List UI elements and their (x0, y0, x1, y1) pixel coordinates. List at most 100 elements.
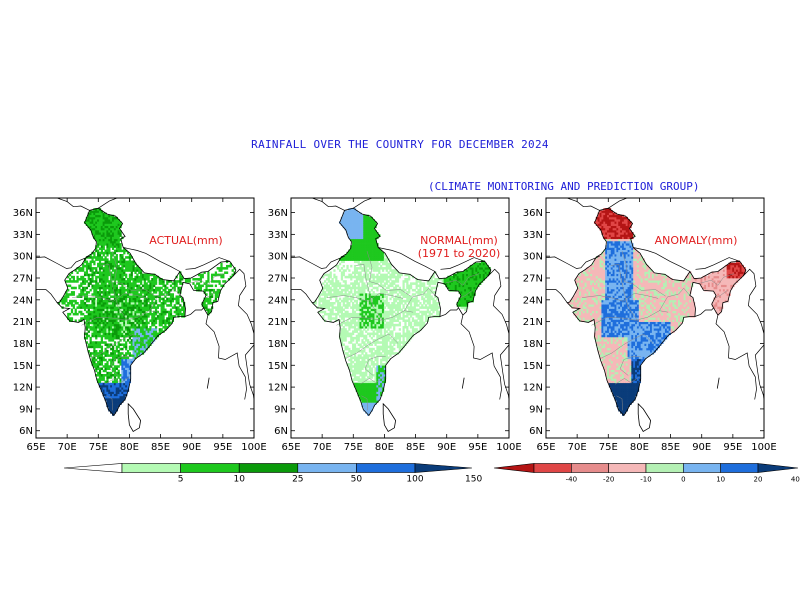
legend-label: 20 (754, 476, 763, 484)
lat-tick-label: 27N (13, 274, 33, 285)
lat-tick-label: 24N (523, 295, 543, 306)
neighbour-border (36, 255, 90, 269)
state-boundary (601, 333, 654, 359)
neighbour-border (546, 289, 568, 303)
legend-label: 5 (178, 475, 184, 485)
lon-tick-label: 80E (375, 442, 394, 453)
panel-label: ANOMALY(mm) (655, 234, 738, 247)
figure-subtitle: (CLIMATE MONITORING AND PREDICTION GROUP… (428, 180, 700, 193)
lon-tick-label: 90E (437, 442, 456, 453)
lat-tick-label: 21N (13, 317, 33, 328)
neighbour-border (440, 257, 485, 270)
panel-frame (35, 197, 255, 439)
neighbour-border (57, 198, 90, 211)
lon-tick-label: 80E (120, 442, 139, 453)
lon-tick-label: 100E (241, 442, 266, 453)
map-panel-anomaly: 36N 33N 30N 27N 24N 21N 18N 15N 12N 9N 6N 65E 70E 75E… (523, 197, 777, 453)
neighbour-border (184, 307, 204, 317)
lon-tick-label: 100E (496, 442, 521, 453)
lon-tick-label: 70E (568, 442, 587, 453)
state-boundary (364, 356, 386, 376)
andaman-islands (461, 377, 465, 389)
lat-tick-label: 12N (268, 383, 288, 394)
lon-tick-label: 85E (406, 442, 425, 453)
state-boundary (619, 356, 641, 376)
neighbour-border (567, 198, 600, 211)
state-boundary (91, 333, 144, 359)
state-boundary (700, 273, 735, 286)
state-boundary (614, 376, 640, 385)
lat-tick-label: 21N (268, 317, 288, 328)
neighbour-border (291, 289, 313, 303)
lat-tick-label: 18N (523, 339, 543, 350)
panel-label: (1971 to 2020) (418, 247, 501, 260)
legend-swatch (608, 463, 647, 473)
india-outline (311, 207, 492, 417)
neighbour-border (460, 315, 502, 400)
lat-tick-label: 33N (523, 230, 543, 241)
lon-tick-label: 85E (661, 442, 680, 453)
lon-tick-label: 100E (751, 442, 776, 453)
state-boundary (610, 263, 639, 322)
legend-swatch (238, 463, 299, 473)
sri-lanka-outline (382, 402, 397, 433)
neighbour-border (743, 268, 764, 335)
lat-tick-label: 6N (19, 426, 33, 437)
lon-tick-label: 85E (151, 442, 170, 453)
neighbour-border (499, 344, 509, 401)
lat-tick-label: 9N (274, 404, 288, 415)
lat-tick-label: 9N (19, 404, 33, 415)
andaman-islands (716, 377, 720, 389)
neighbour-border (185, 257, 230, 270)
map-panel-actual: 36N 33N 30N 27N 24N 21N 18N 15N 12N 9N 6N 65E 70E 75E… (13, 197, 267, 453)
legend-label: 150 (465, 475, 482, 485)
state-boundary (366, 251, 411, 297)
lat-tick-label: 30N (13, 252, 33, 263)
state-boundary (72, 293, 149, 302)
lat-tick-label: 24N (268, 295, 288, 306)
lat-tick-label: 15N (268, 361, 288, 372)
neighbour-border (233, 268, 254, 335)
neighbour-border (546, 255, 600, 269)
rainfall-field (312, 208, 491, 416)
neighbour-border (312, 198, 345, 211)
india-outline (566, 207, 747, 417)
neighbour-border (439, 307, 459, 317)
neighbour-border (633, 247, 691, 272)
neighbour-border (244, 344, 254, 401)
figure-title: RAINFALL OVER THE COUNTRY FOR DECEMBER 2… (251, 138, 549, 151)
legend-label: -10 (640, 476, 651, 484)
lon-tick-label: 80E (630, 442, 649, 453)
rainfall-field (567, 208, 746, 416)
neighbour-border (291, 255, 345, 269)
rainfall-legend: 5 10 25 50 100 150 (63, 463, 482, 485)
state-boundary (361, 395, 368, 411)
state-boundary (106, 395, 113, 411)
neighbour-border (98, 198, 118, 209)
legend-swatch (720, 463, 759, 473)
lat-tick-label: 36N (13, 208, 33, 219)
lat-tick-label: 9N (529, 404, 543, 415)
lon-tick-label: 65E (536, 442, 555, 453)
state-boundary (659, 287, 691, 311)
lon-tick-label: 65E (26, 442, 45, 453)
neighbour-border (754, 344, 764, 401)
neighbour-border (695, 257, 740, 270)
lon-tick-label: 75E (599, 442, 618, 453)
lat-tick-label: 36N (523, 208, 543, 219)
state-boundary (621, 251, 666, 297)
lat-tick-label: 27N (523, 274, 543, 285)
lat-tick-label: 21N (523, 317, 543, 328)
lat-tick-label: 12N (523, 383, 543, 394)
lat-tick-label: 15N (13, 361, 33, 372)
legend-swatch (571, 463, 609, 473)
legend-swatch (121, 463, 181, 473)
legend-swatch (356, 463, 416, 473)
map-panel-normal: 36N 33N 30N 27N 24N 21N 18N 15N 12N 9N 6N 65E 70E 75E… (268, 197, 522, 453)
state-boundary (404, 287, 436, 311)
legend-swatch (533, 463, 572, 473)
legend-label: 100 (406, 475, 423, 485)
neighbour-border (205, 315, 247, 400)
lon-tick-label: 75E (344, 442, 363, 453)
